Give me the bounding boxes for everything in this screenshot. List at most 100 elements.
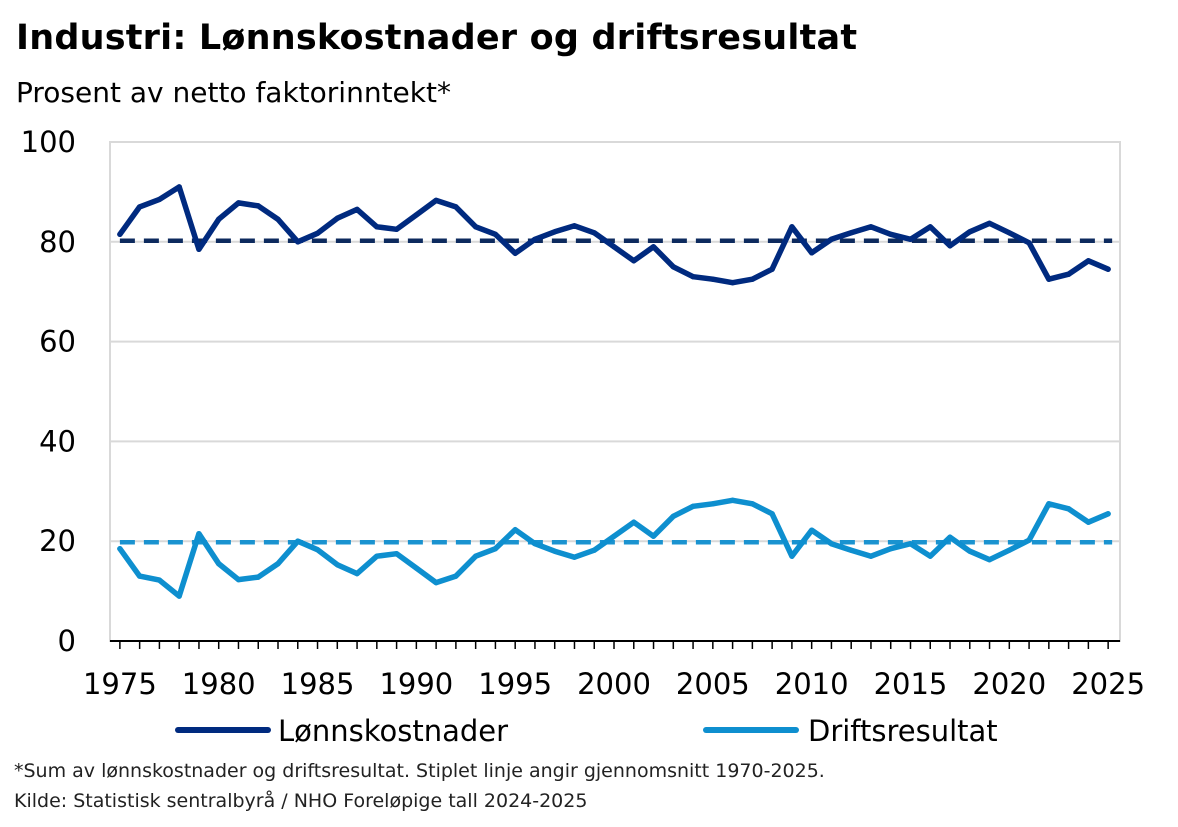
data-point (216, 216, 222, 222)
series-line-1 (117, 184, 1111, 286)
data-point (789, 553, 795, 559)
y-axis-ticks: 0 20 40 60 80 100 (21, 125, 76, 658)
data-point (571, 554, 578, 560)
data-point (690, 503, 696, 509)
footnote: *Sum av lønnskostnader og driftsresultat… (14, 760, 825, 782)
data-point (235, 200, 242, 206)
data-point (1046, 276, 1052, 282)
data-point (453, 573, 459, 579)
x-tick-label-1985: 1985 (281, 667, 355, 701)
data-point (611, 533, 617, 539)
data-point (433, 197, 439, 203)
data-point (710, 501, 716, 507)
data-point (967, 548, 973, 554)
data-point (492, 546, 499, 552)
data-point (1066, 271, 1072, 277)
data-point (868, 553, 874, 559)
data-point (670, 264, 676, 270)
data-point (255, 203, 261, 209)
data-point (314, 230, 321, 236)
data-point (670, 513, 676, 519)
data-point (413, 565, 419, 571)
x-tick-label-2025: 2025 (1071, 667, 1145, 701)
data-point (275, 561, 281, 567)
data-point (809, 527, 815, 533)
y-tick-label-20: 20 (39, 524, 76, 558)
data-point (868, 224, 874, 230)
x-tick-label-2000: 2000 (577, 667, 651, 701)
data-point (947, 243, 953, 249)
data-point (512, 250, 518, 256)
data-point (216, 561, 222, 567)
data-point (176, 184, 182, 190)
data-point (275, 216, 281, 222)
data-point (848, 230, 854, 236)
data-point (907, 541, 914, 547)
data-point (176, 593, 182, 599)
data-point (986, 220, 993, 226)
data-point (769, 266, 775, 272)
data-point (255, 574, 261, 580)
data-point (532, 541, 538, 547)
data-point (907, 236, 914, 242)
data-point (591, 547, 597, 553)
series-layer (117, 184, 1111, 599)
data-point (552, 229, 558, 235)
data-point (631, 258, 637, 264)
data-point (235, 577, 242, 583)
y-tick-label-40: 40 (39, 424, 76, 458)
data-point (1006, 230, 1012, 236)
data-point (611, 244, 617, 250)
data-point (1046, 501, 1052, 507)
data-point (1105, 511, 1111, 517)
data-point (710, 276, 716, 282)
chart-subtitle: Prosent av netto faktorinntekt* (16, 76, 451, 109)
data-point (374, 224, 380, 230)
data-point (730, 497, 736, 503)
x-tick-label-2005: 2005 (676, 667, 750, 701)
series-line-2 (117, 497, 1111, 599)
grid-layer (110, 141, 1120, 543)
data-point (1085, 519, 1091, 525)
legend-label-2: Driftsresultat (808, 714, 998, 748)
data-point (354, 206, 360, 212)
data-point (354, 571, 360, 577)
data-point (967, 229, 973, 235)
plot-border (109, 141, 1121, 642)
x-tick-label-2020: 2020 (972, 667, 1046, 701)
x-tick-label-2015: 2015 (874, 667, 948, 701)
data-point (1066, 506, 1072, 512)
data-point (828, 541, 835, 547)
data-point (196, 531, 202, 537)
data-point (690, 274, 696, 280)
data-point (295, 538, 301, 544)
data-point (117, 231, 123, 237)
data-point (393, 226, 400, 232)
data-point (334, 215, 340, 221)
data-point (571, 223, 578, 229)
data-point (492, 231, 499, 237)
data-point (1105, 266, 1111, 272)
data-point (512, 527, 518, 533)
legend: Lønnskostnader Driftsresultat (175, 714, 998, 748)
data-point (137, 573, 143, 579)
data-point (156, 196, 163, 202)
data-point (374, 553, 380, 559)
data-point (828, 236, 835, 242)
data-point (986, 557, 993, 563)
data-point (314, 547, 321, 553)
data-point (888, 231, 894, 237)
data-point (789, 224, 795, 230)
y-tick-label-100: 100 (21, 125, 76, 159)
x-tick-label-1990: 1990 (379, 667, 453, 701)
data-point (473, 553, 479, 559)
average-lines (119, 238, 1113, 545)
y-tick-label-0: 0 (58, 624, 76, 658)
data-point (1085, 258, 1091, 264)
data-point (137, 204, 143, 210)
data-point (650, 244, 657, 250)
data-point (413, 212, 419, 218)
data-point (769, 511, 775, 517)
data-point (591, 230, 597, 236)
